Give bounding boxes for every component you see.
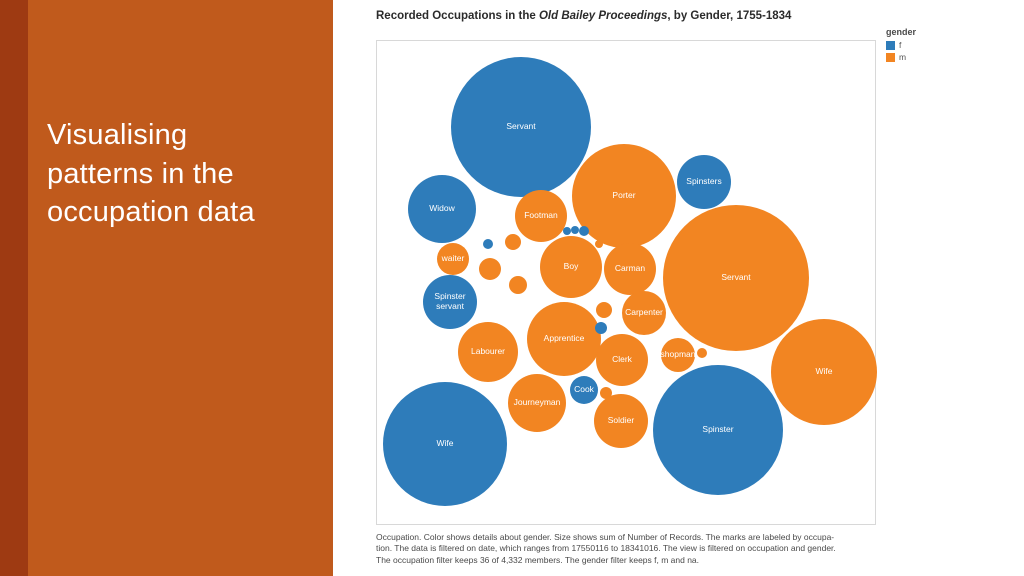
bubble-boy-m: Boy <box>540 236 602 298</box>
bubble-unlabeled <box>595 240 603 248</box>
bubble-unlabeled <box>505 234 521 250</box>
legend-item-f: f <box>886 40 916 50</box>
bubble-footman-m: Footman <box>515 190 567 242</box>
caption-line-3: The occupation filter keeps 36 of 4,332 … <box>376 554 700 565</box>
bubble-servant-f: Servant <box>451 57 591 197</box>
bubble-label: Spinsters <box>686 176 722 187</box>
bubble-label: Footman <box>524 210 558 221</box>
bubble-journeyman-m: Journeyman <box>508 374 566 432</box>
bubble-label: Journeyman <box>513 397 561 408</box>
legend-swatch-f <box>886 40 895 50</box>
bubble-soldier-m: Soldier <box>594 394 648 448</box>
bubble-unlabeled <box>596 302 612 318</box>
bubble-label: Apprentice <box>543 333 585 344</box>
slide-left-panel: Visualising patterns in the occupation d… <box>28 0 333 576</box>
bubble-spinsters-f: Spinsters <box>677 155 731 209</box>
bubble-spinster-f: Spinster <box>653 365 783 495</box>
bubble-label: Spinster servant <box>434 291 466 311</box>
bubble-label: Servant <box>506 121 536 132</box>
legend-label-f: f <box>899 40 902 50</box>
bubble-servant-m: Servant <box>663 205 809 351</box>
chart-title-italic: Old Bailey Proceedings <box>538 10 668 22</box>
chart-title-suffix: , by Gender, 1755-1834 <box>667 10 792 22</box>
bubble-unlabeled <box>483 239 493 249</box>
bubble-label: waiter <box>441 253 465 264</box>
bubble-label: Servant <box>721 272 751 283</box>
bubble-waiter-m: waiter <box>437 243 469 275</box>
chart-title: Recorded Occupations in the Old Bailey P… <box>376 10 896 22</box>
bubble-label: Porter <box>612 190 636 201</box>
bubble-carman-m: Carman <box>604 243 656 295</box>
bubble-labourer-m: Labourer <box>458 322 518 382</box>
caption-line-1: Occupation. Color shows details about ge… <box>376 532 835 542</box>
bubble-apprentice-m: Apprentice <box>527 302 601 376</box>
bubble-widow-f: Widow <box>408 175 476 243</box>
gender-legend: gender f m <box>886 27 916 64</box>
legend-title: gender <box>886 27 917 37</box>
bubble-label: Labourer <box>470 346 506 357</box>
bubble-carpenter-m: Carpenter <box>622 291 666 335</box>
bubble-unlabeled <box>509 276 527 294</box>
bubble-unlabeled <box>479 258 501 280</box>
bubble-label: Widow <box>429 203 455 214</box>
bubble-label: Wife <box>815 366 833 377</box>
bubble-wife-m: Wife <box>771 319 877 425</box>
caption-line-2: tion. The data is filtered on date, whic… <box>376 543 836 554</box>
bubble-unlabeled <box>697 348 707 358</box>
bubble-label: Wife <box>436 438 454 449</box>
bubble-unlabeled <box>600 387 612 399</box>
bubble-label: Cook <box>574 384 594 395</box>
bubble-label: Clerk <box>612 354 632 365</box>
bubble-clerk-m: Clerk <box>596 334 648 386</box>
chart-caption: Occupation. Color shows details about ge… <box>376 532 896 566</box>
bubble-unlabeled <box>563 227 571 235</box>
bubble-unlabeled <box>595 322 607 334</box>
bubble-plot: Servant Porter Spinsters Widow Footman waiter… <box>376 40 877 525</box>
bubble-label: shopman <box>660 349 696 360</box>
legend-label-m: m <box>899 52 907 62</box>
bubble-label: Soldier <box>607 415 635 426</box>
bubble-label: Carpenter <box>625 307 663 318</box>
legend-swatch-m <box>886 52 895 62</box>
bubble-label: Boy <box>563 261 579 272</box>
bubble-wife-f: Wife <box>383 382 507 506</box>
slide-title: Visualising patterns in the occupation d… <box>47 119 255 229</box>
bubble-unlabeled <box>579 226 589 236</box>
bubble-cook-f: Cook <box>570 376 598 404</box>
bubble-spinster-servant-f: Spinster servant <box>423 275 477 329</box>
bubble-label: Spinster <box>702 424 734 435</box>
chart-title-prefix: Recorded Occupations in the <box>376 10 539 22</box>
bubble-shopman-m: shopman <box>661 338 695 372</box>
bubble-unlabeled <box>571 226 579 234</box>
accent-strip <box>0 0 28 576</box>
legend-item-m: m <box>886 52 916 62</box>
bubble-label: Carman <box>614 263 646 274</box>
